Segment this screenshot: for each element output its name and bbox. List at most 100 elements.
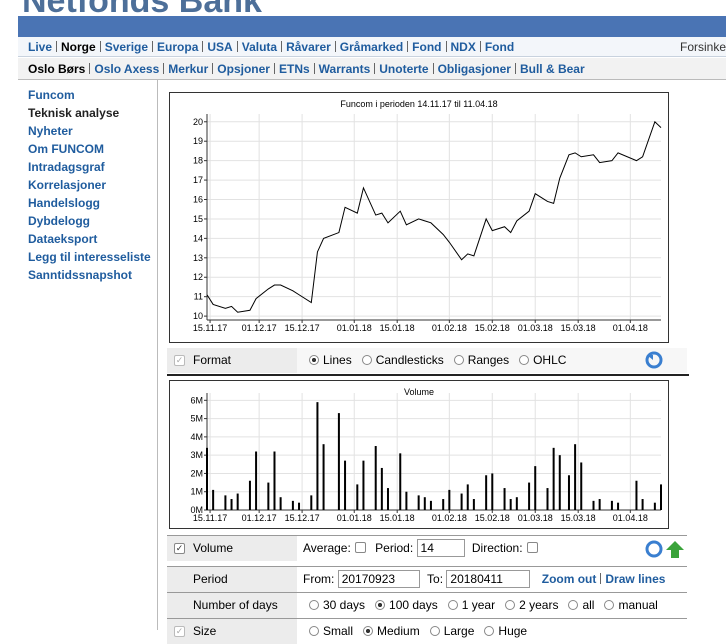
volume-bar xyxy=(380,467,383,510)
sidebar-link[interactable]: Korrelasjoner xyxy=(28,178,107,192)
x-tick-label: 15.12.17 xyxy=(285,323,320,333)
x-tick-label: 15.01.18 xyxy=(380,513,415,523)
sidebar-link[interactable]: Dybdelogg xyxy=(28,214,90,228)
row-label: ✓ Size xyxy=(167,619,297,644)
period-input[interactable] xyxy=(416,539,465,557)
volume-bar xyxy=(423,497,426,510)
nav-link[interactable]: Obligasjoner xyxy=(437,62,511,76)
x-tick-label: 15.12.17 xyxy=(285,513,320,523)
from-input[interactable] xyxy=(337,570,420,588)
nav-link[interactable]: USA xyxy=(207,40,233,54)
icons[interactable] xyxy=(645,539,685,559)
volume-bar xyxy=(322,444,325,510)
sidebar-link[interactable]: Sanntidssnapshot xyxy=(28,268,133,282)
to-input[interactable] xyxy=(446,570,531,588)
radio[interactable] xyxy=(519,355,530,365)
volume-bar xyxy=(224,495,227,510)
radio[interactable] xyxy=(309,626,319,636)
x-tick-label: 15.02.18 xyxy=(475,513,510,523)
y-tick-label: 4M xyxy=(190,432,203,442)
separator xyxy=(445,41,447,52)
refresh-icon[interactable] xyxy=(645,351,663,369)
y-tick-label: 17 xyxy=(193,175,203,185)
radio-label: 1 year xyxy=(461,598,496,612)
nav-link[interactable]: Warrants xyxy=(318,62,371,76)
radio-label: 2 years xyxy=(519,598,559,612)
link[interactable]: Zoom out xyxy=(541,572,597,586)
radio[interactable] xyxy=(484,626,495,636)
radio[interactable] xyxy=(309,600,319,610)
radio[interactable] xyxy=(361,355,372,365)
volume-bar xyxy=(515,497,518,510)
y-tick-label: 16 xyxy=(193,195,203,205)
radio[interactable] xyxy=(363,626,374,636)
y-tick-label: 18 xyxy=(193,156,203,166)
label: Direction: xyxy=(471,541,523,555)
nav-link[interactable]: Råvarer xyxy=(286,40,331,54)
radio[interactable] xyxy=(505,600,516,610)
nav-link[interactable]: Sverige xyxy=(104,40,149,54)
nav-link[interactable]: Oslo Børs xyxy=(28,62,86,76)
radio[interactable] xyxy=(309,355,319,365)
nav-link[interactable]: Unoterte xyxy=(379,62,429,76)
nav-link[interactable]: Fond xyxy=(412,40,442,54)
volume-bar xyxy=(552,447,555,510)
link[interactable]: Draw lines xyxy=(605,572,666,586)
nav-link[interactable]: Norge xyxy=(61,40,96,54)
x-tick-label: 15.03.18 xyxy=(561,323,596,333)
volume-bar xyxy=(491,473,494,510)
exchange-nav: Oslo Børs Oslo Axess Merkur Opsjoner ETNs War… xyxy=(18,58,726,80)
volume-bar xyxy=(279,497,282,510)
sidebar-link[interactable]: Funcom xyxy=(28,88,75,102)
radio[interactable] xyxy=(375,600,386,610)
x-tick-label: 15.02.18 xyxy=(475,323,510,333)
sidebar-link[interactable]: Teknisk analyse xyxy=(28,106,120,120)
sidebar-link[interactable]: Nyheter xyxy=(28,124,73,138)
radio-label: Medium xyxy=(377,624,420,638)
volume-bar xyxy=(362,460,365,510)
separator xyxy=(281,41,283,52)
volume-bar xyxy=(273,451,276,510)
sidebar-link[interactable]: Legg til interesseliste xyxy=(28,250,151,264)
radio[interactable] xyxy=(447,600,458,610)
label: Format xyxy=(193,353,232,367)
radio[interactable] xyxy=(429,626,440,636)
volume-bar xyxy=(580,462,583,510)
volume-bar xyxy=(344,460,347,510)
nav-link[interactable]: Fond xyxy=(484,40,515,54)
radio[interactable] xyxy=(568,600,579,610)
top-bar xyxy=(18,16,726,37)
volume-bar xyxy=(399,453,402,510)
separator xyxy=(514,63,516,74)
days-row: Number of days 30 days 100 days 1 year 2 ye… xyxy=(167,592,687,618)
nav-link[interactable]: NDX xyxy=(450,40,476,54)
radio-label: manual xyxy=(618,598,658,612)
separator xyxy=(212,63,214,74)
radio-label: Huge xyxy=(498,624,528,638)
checkbox[interactable] xyxy=(526,542,538,553)
nav-link[interactable]: Gråmarked xyxy=(339,40,404,54)
nav-link[interactable]: Bull & Bear xyxy=(519,62,585,76)
nav-link[interactable]: Live xyxy=(28,40,53,54)
nav-link[interactable]: Europa xyxy=(157,40,199,54)
nav-link[interactable]: Opsjoner xyxy=(217,62,270,76)
nav-link[interactable]: ETNs xyxy=(278,62,310,76)
sidebar-link[interactable]: Handelslogg xyxy=(28,196,101,210)
sidebar-link[interactable]: Intradagsgraf xyxy=(28,160,105,174)
radio[interactable] xyxy=(604,600,615,610)
days-options: 30 days 100 days 1 year 2 years all manual xyxy=(303,593,662,618)
price-chart: Funcom i perioden 14.11.17 til 11.04.18 1… xyxy=(169,92,669,343)
sidebar-link[interactable]: Dataeksport xyxy=(28,232,98,246)
y-tick-label: 10 xyxy=(193,311,203,321)
nav-link[interactable]: Valuta xyxy=(241,40,278,54)
nav-link[interactable]: Merkur xyxy=(168,62,209,76)
checkbox[interactable] xyxy=(354,542,366,553)
nav-link[interactable]: Oslo Axess xyxy=(94,62,160,76)
volume-bar xyxy=(212,489,215,510)
sidebar-link[interactable]: Om FUNCOM xyxy=(28,142,104,156)
checkbox[interactable]: ✓ xyxy=(174,543,185,554)
checkbox[interactable]: ✓ xyxy=(174,626,185,637)
radio[interactable] xyxy=(453,355,464,365)
format-options: Lines Candlesticks Ranges OHLC xyxy=(303,348,570,373)
checkbox[interactable]: ✓ xyxy=(174,355,185,366)
